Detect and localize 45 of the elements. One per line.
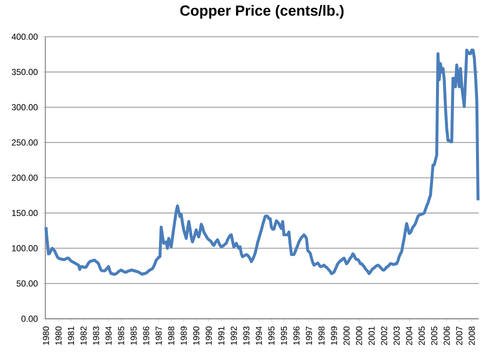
x-tick-label: 1991 xyxy=(218,326,224,345)
chart-title: Copper Price (cents/lb.) xyxy=(180,5,344,19)
x-tick-label: 1980 xyxy=(42,326,50,345)
x-tick-label: 1997 xyxy=(306,326,312,345)
y-tick-label: 150.00 xyxy=(12,210,38,216)
x-tick-label: 1999 xyxy=(330,326,338,345)
x-tick-label: 2000 xyxy=(343,326,350,345)
y-tick-label: 50.00 xyxy=(16,280,38,287)
x-tick-label: 2004 xyxy=(406,326,412,345)
x-tick-label: 2003 xyxy=(394,326,400,345)
y-tick-label: 0.00 xyxy=(21,316,38,322)
x-tick-label: 1988 xyxy=(168,326,174,345)
y-tick-label: 300.00 xyxy=(12,104,38,110)
x-tick-label: 1986 xyxy=(143,326,150,345)
x-tick-label: 1981 xyxy=(68,326,74,345)
x-tick-label: 2006 xyxy=(444,326,450,345)
y-tick-label: 350.00 xyxy=(12,68,38,76)
x-tick-label: 2005 xyxy=(418,326,425,345)
x-tick-label: 1980 xyxy=(55,326,62,345)
y-tick-label: 400.00 xyxy=(12,34,38,40)
x-tick-label: 1995 xyxy=(280,326,287,345)
x-tick-label: 1984 xyxy=(106,326,112,345)
y-tick-label: 250.00 xyxy=(12,139,38,146)
x-tick-label: 1987 xyxy=(156,326,162,345)
x-tick-label: 1998 xyxy=(318,326,325,345)
x-tick-label: 2007 xyxy=(456,326,462,345)
x-tick-label: 1993 xyxy=(243,326,250,345)
x-tick-label: 1990 xyxy=(206,326,212,345)
y-tick-label: 200.00 xyxy=(12,174,38,181)
y-tick-label: 100.00 xyxy=(12,245,38,252)
x-tick-label: 2001 xyxy=(368,326,375,345)
x-tick-label: 2000 xyxy=(356,326,362,345)
x-tick-label: 1994 xyxy=(256,326,262,345)
x-tick-label: 1995 xyxy=(268,326,274,345)
x-tick-label: 1992 xyxy=(230,326,237,345)
x-tick-label: 1996 xyxy=(293,326,300,345)
x-tick-label: 1985 xyxy=(130,326,137,345)
x-tick-label: 1985 xyxy=(118,326,124,345)
x-tick-label: 1989 xyxy=(180,326,187,345)
x-tick-label: 1990 xyxy=(193,326,200,345)
x-tick-label: 2005 xyxy=(431,326,438,345)
x-tick-label: 2008 xyxy=(468,326,475,345)
x-tick-label: 2002 xyxy=(381,326,388,345)
x-tick-label: 1982 xyxy=(80,326,87,345)
x-tick-label: 1983 xyxy=(93,326,100,345)
